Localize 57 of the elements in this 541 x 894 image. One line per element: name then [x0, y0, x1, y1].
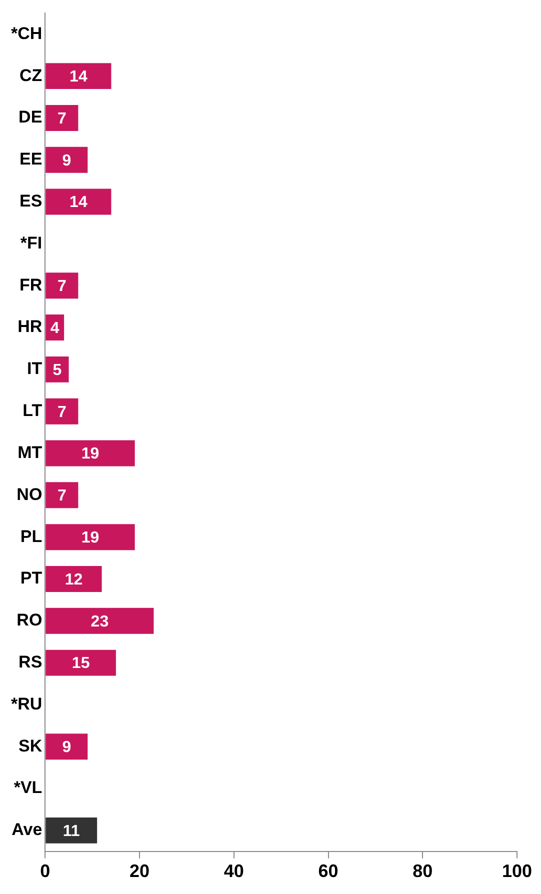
y-tick-label: *FI	[20, 233, 42, 252]
bar	[46, 63, 112, 90]
data-label: 7	[57, 404, 66, 421]
data-label: 19	[81, 529, 100, 546]
data-label: 14	[70, 194, 88, 212]
bar	[46, 608, 154, 634]
y-tick-label: PT	[20, 568, 43, 588]
y-tick-label: LT	[22, 401, 43, 420]
y-tick-label: *CH	[11, 24, 42, 43]
data-label: 19	[81, 446, 100, 463]
y-tick-label: PL	[20, 526, 42, 546]
x-tick-label: 60	[318, 861, 338, 882]
data-label: 23	[90, 613, 109, 630]
bar	[46, 356, 69, 382]
data-label: 7	[57, 278, 66, 296]
y-tick-label: EE	[19, 150, 42, 169]
data-label: 7	[57, 110, 66, 128]
data-label: 9	[62, 152, 72, 170]
data-label: 5	[52, 362, 62, 379]
x-tick-label: 40	[224, 861, 244, 882]
x-tick-label: 0	[40, 861, 50, 882]
bar	[46, 524, 135, 550]
data-label: 7	[57, 488, 66, 505]
bar	[46, 650, 116, 676]
data-label: 14	[70, 68, 88, 86]
bar	[46, 188, 112, 215]
bar	[46, 440, 135, 466]
x-tick-label: 80	[412, 861, 433, 882]
data-label: 9	[62, 739, 72, 756]
y-tick-label: IT	[27, 359, 43, 378]
data-label: 12	[64, 571, 83, 588]
bar	[46, 104, 78, 131]
bar	[46, 272, 78, 299]
data-label: 11	[62, 822, 80, 840]
y-tick-label: CZ	[20, 66, 42, 85]
y-tick-label: Ave	[12, 820, 42, 840]
bar	[46, 566, 102, 592]
bar	[46, 398, 78, 424]
y-tick-label: RO	[16, 610, 42, 630]
bar	[46, 482, 78, 508]
data-label: 15	[72, 655, 90, 672]
y-tick-label: MT	[18, 442, 43, 462]
y-tick-label: SK	[18, 736, 43, 756]
y-tick-label: NO	[16, 484, 42, 504]
y-tick-label: RS	[18, 652, 42, 672]
bar	[46, 817, 98, 844]
data-label: 4	[50, 320, 60, 337]
y-tick-label: *VL	[14, 778, 42, 798]
y-tick-label: ES	[19, 191, 42, 210]
x-tick-label: 100	[502, 861, 532, 882]
y-tick-label: *RU	[11, 694, 42, 714]
bar	[46, 146, 88, 173]
y-tick-label: DE	[18, 108, 42, 127]
y-tick-label: HR	[18, 317, 42, 336]
y-tick-label: FR	[20, 275, 42, 294]
bar	[46, 734, 88, 760]
x-tick-label: 20	[130, 861, 150, 882]
